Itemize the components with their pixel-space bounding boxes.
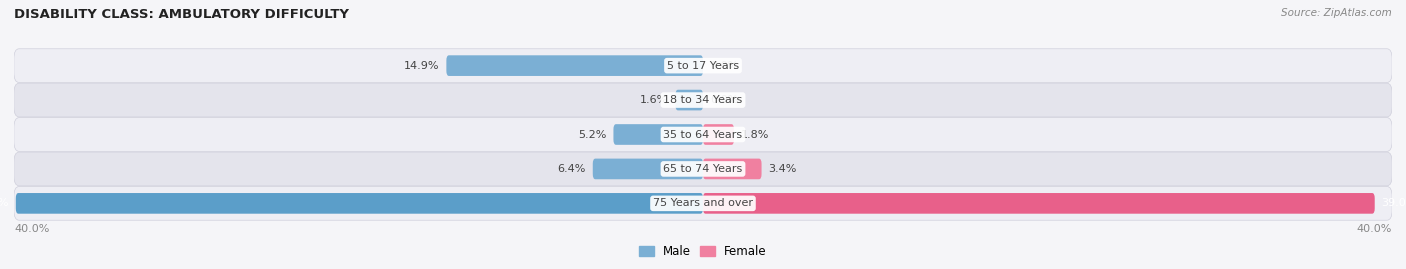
Text: 75 Years and over: 75 Years and over — [652, 198, 754, 208]
FancyBboxPatch shape — [446, 55, 703, 76]
FancyBboxPatch shape — [14, 186, 1392, 220]
Text: DISABILITY CLASS: AMBULATORY DIFFICULTY: DISABILITY CLASS: AMBULATORY DIFFICULTY — [14, 8, 349, 21]
Text: 39.9%: 39.9% — [0, 198, 8, 208]
Text: 5 to 17 Years: 5 to 17 Years — [666, 61, 740, 71]
Text: 14.9%: 14.9% — [404, 61, 440, 71]
FancyBboxPatch shape — [703, 124, 734, 145]
FancyBboxPatch shape — [593, 159, 703, 179]
FancyBboxPatch shape — [675, 90, 703, 110]
Text: 0.0%: 0.0% — [710, 95, 738, 105]
FancyBboxPatch shape — [14, 83, 1392, 117]
Text: 40.0%: 40.0% — [1357, 224, 1392, 234]
FancyBboxPatch shape — [613, 124, 703, 145]
Text: 35 to 64 Years: 35 to 64 Years — [664, 129, 742, 140]
FancyBboxPatch shape — [14, 49, 1392, 83]
FancyBboxPatch shape — [703, 159, 762, 179]
Text: 6.4%: 6.4% — [558, 164, 586, 174]
FancyBboxPatch shape — [14, 152, 1392, 186]
Text: 5.2%: 5.2% — [578, 129, 606, 140]
Text: 1.6%: 1.6% — [640, 95, 669, 105]
FancyBboxPatch shape — [15, 193, 703, 214]
Legend: Male, Female: Male, Female — [634, 240, 772, 263]
FancyBboxPatch shape — [703, 193, 1375, 214]
Text: Source: ZipAtlas.com: Source: ZipAtlas.com — [1281, 8, 1392, 18]
FancyBboxPatch shape — [14, 118, 1392, 151]
Text: 65 to 74 Years: 65 to 74 Years — [664, 164, 742, 174]
Text: 0.0%: 0.0% — [710, 61, 738, 71]
Text: 1.8%: 1.8% — [741, 129, 769, 140]
Text: 18 to 34 Years: 18 to 34 Years — [664, 95, 742, 105]
Text: 40.0%: 40.0% — [14, 224, 49, 234]
Text: 3.4%: 3.4% — [769, 164, 797, 174]
Text: 39.0%: 39.0% — [1382, 198, 1406, 208]
